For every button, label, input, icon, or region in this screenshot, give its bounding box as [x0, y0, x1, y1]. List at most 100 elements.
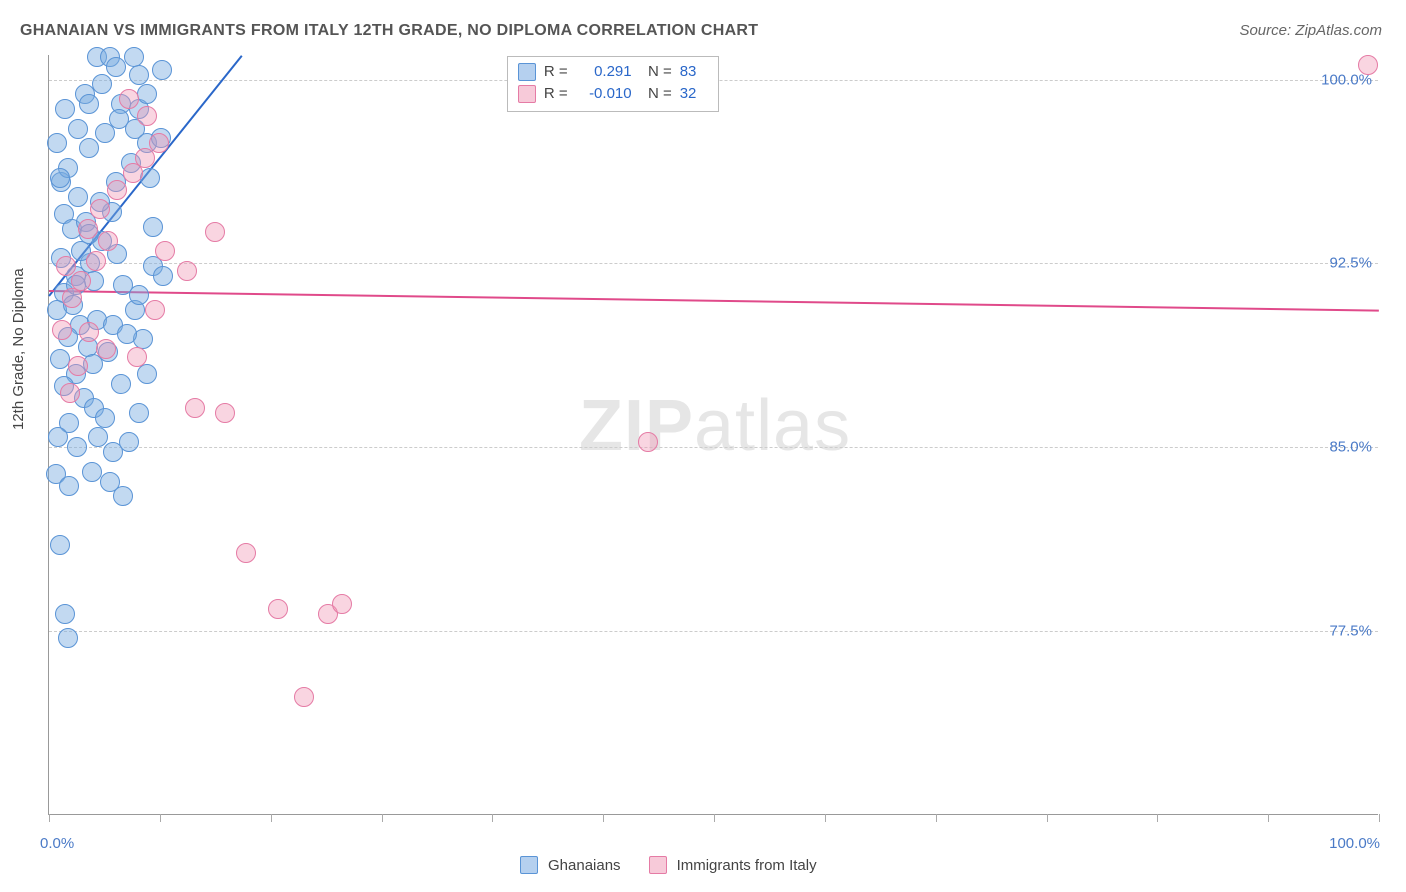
- marker-blue: [106, 57, 126, 77]
- watermark-atlas: atlas: [694, 386, 851, 466]
- marker-pink: [137, 106, 157, 126]
- x-tick: [1047, 814, 1048, 822]
- marker-blue: [137, 84, 157, 104]
- legend-r-value: -0.010: [576, 83, 632, 105]
- x-tick: [1157, 814, 1158, 822]
- marker-blue: [129, 65, 149, 85]
- marker-blue: [140, 168, 160, 188]
- marker-blue: [153, 266, 173, 286]
- legend-bottom-swatch-pink: [649, 856, 667, 874]
- y-tick-label: 85.0%: [1329, 439, 1372, 456]
- legend-top-row: R = 0.291 N = 83: [518, 61, 708, 83]
- marker-pink: [268, 599, 288, 619]
- legend-bottom: Ghanaians Immigrants from Italy: [520, 856, 835, 874]
- legend-bottom-label: Immigrants from Italy: [677, 857, 817, 874]
- marker-blue: [48, 427, 68, 447]
- marker-blue: [50, 349, 70, 369]
- marker-blue: [129, 285, 149, 305]
- marker-blue: [68, 119, 88, 139]
- marker-pink: [145, 300, 165, 320]
- marker-pink: [177, 261, 197, 281]
- marker-pink: [60, 383, 80, 403]
- marker-pink: [119, 89, 139, 109]
- marker-pink: [52, 320, 72, 340]
- marker-pink: [155, 241, 175, 261]
- marker-blue: [79, 138, 99, 158]
- marker-blue: [152, 60, 172, 80]
- x-tick: [160, 814, 161, 822]
- marker-blue: [143, 217, 163, 237]
- grid-line: [49, 631, 1378, 632]
- marker-blue: [92, 74, 112, 94]
- legend-n-value: 32: [680, 83, 708, 105]
- marker-pink: [98, 231, 118, 251]
- marker-pink: [215, 403, 235, 423]
- x-tick: [492, 814, 493, 822]
- marker-blue: [129, 403, 149, 423]
- marker-pink: [71, 271, 91, 291]
- marker-pink: [90, 199, 110, 219]
- y-tick-label: 77.5%: [1329, 623, 1372, 640]
- x-tick: [382, 814, 383, 822]
- marker-blue: [55, 604, 75, 624]
- marker-blue: [50, 168, 70, 188]
- watermark-zip: ZIP: [579, 386, 694, 466]
- plot-area: ZIPatlas 100.0%92.5%85.0%77.5%: [48, 55, 1378, 815]
- marker-pink: [332, 594, 352, 614]
- x-tick-label-min: 0.0%: [40, 835, 74, 852]
- x-tick: [1268, 814, 1269, 822]
- marker-blue: [95, 408, 115, 428]
- legend-r-label: R =: [544, 83, 568, 105]
- legend-r-value: 0.291: [576, 61, 632, 83]
- x-tick: [49, 814, 50, 822]
- legend-n-label: N =: [640, 61, 672, 83]
- legend-swatch-pink: [518, 85, 536, 103]
- legend-bottom-swatch-blue: [520, 856, 538, 874]
- legend-bottom-label: Ghanaians: [548, 857, 621, 874]
- x-tick: [271, 814, 272, 822]
- marker-blue: [113, 486, 133, 506]
- marker-pink: [86, 251, 106, 271]
- legend-n-value: 83: [680, 61, 708, 83]
- marker-pink: [236, 543, 256, 563]
- marker-pink: [149, 133, 169, 153]
- grid-line: [49, 263, 1378, 264]
- legend-top: R = 0.291 N = 83 R = -0.010 N = 32: [507, 56, 719, 112]
- marker-blue: [95, 123, 115, 143]
- y-tick-label: 92.5%: [1329, 255, 1372, 272]
- marker-blue: [68, 187, 88, 207]
- legend-r-label: R =: [544, 61, 568, 83]
- x-tick: [936, 814, 937, 822]
- marker-blue: [117, 324, 137, 344]
- x-tick: [1379, 814, 1380, 822]
- marker-blue: [79, 94, 99, 114]
- marker-pink: [135, 148, 155, 168]
- marker-pink: [107, 180, 127, 200]
- marker-blue: [47, 133, 67, 153]
- marker-pink: [185, 398, 205, 418]
- marker-pink: [79, 322, 99, 342]
- grid-line: [49, 447, 1378, 448]
- marker-pink: [1358, 55, 1378, 75]
- source-label: Source: ZipAtlas.com: [1239, 22, 1382, 39]
- legend-top-row: R = -0.010 N = 32: [518, 83, 708, 105]
- legend-n-label: N =: [640, 83, 672, 105]
- marker-blue: [111, 374, 131, 394]
- marker-pink: [294, 687, 314, 707]
- marker-blue: [58, 628, 78, 648]
- marker-blue: [55, 99, 75, 119]
- marker-pink: [638, 432, 658, 452]
- x-tick: [714, 814, 715, 822]
- marker-pink: [96, 339, 116, 359]
- x-tick-label-max: 100.0%: [1329, 835, 1380, 852]
- marker-pink: [78, 219, 98, 239]
- marker-blue: [50, 535, 70, 555]
- legend-swatch-blue: [518, 63, 536, 81]
- marker-pink: [68, 356, 88, 376]
- chart-title: GHANAIAN VS IMMIGRANTS FROM ITALY 12TH G…: [20, 22, 758, 40]
- marker-pink: [62, 288, 82, 308]
- watermark: ZIPatlas: [579, 385, 851, 467]
- trend-line-pink: [49, 290, 1379, 312]
- marker-pink: [127, 347, 147, 367]
- x-tick: [603, 814, 604, 822]
